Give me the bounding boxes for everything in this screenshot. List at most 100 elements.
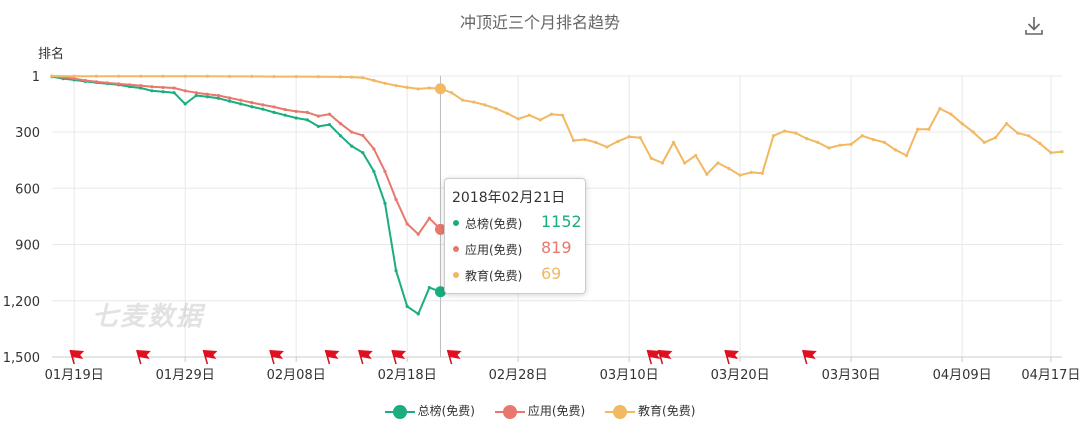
series-point-education [827,146,831,150]
series-point-total [139,86,143,90]
series-point-apps [150,85,154,89]
series-point-total [261,107,265,111]
tooltip-name-apps: 应用(免费) [465,243,523,257]
series-point-education [694,153,698,158]
series-point-total [316,124,320,129]
y-tick-label: 300 [15,126,40,141]
series-point-apps [94,80,98,84]
series-point-education [94,74,98,78]
legend-symbol-education [605,404,636,419]
hover-point-total [434,286,446,298]
series-point-education [494,107,498,111]
series-point-education [705,172,709,176]
series-point-apps [350,130,354,134]
event-flag-icon[interactable] [446,349,462,365]
series-point-total [161,90,165,94]
series-line-education [51,75,1063,177]
hover-point-apps [434,223,446,235]
series-point-education [516,117,520,121]
legend-label-apps: 应用(免费) [527,404,586,418]
series-point-education [960,122,964,126]
event-flag-icon[interactable] [646,349,662,365]
series-point-apps [394,197,398,202]
series-point-education [805,137,809,141]
series-point-education [949,112,953,116]
series-point-education [350,75,354,79]
series-point-education [361,76,365,80]
series-point-total [405,304,409,308]
series-point-apps [128,83,132,87]
series-point-education [560,113,565,117]
series-point-apps [338,122,343,126]
tooltip-date: 2018年02月21日 [452,190,566,206]
event-flag-icon[interactable] [324,349,340,365]
tooltip-value-apps: 819 [541,238,572,257]
series-point-education [1049,151,1053,155]
event-flag-icon[interactable] [269,349,284,365]
series-point-total [194,93,198,98]
x-tick-label: 01月29日 [156,368,215,383]
series-point-education [727,167,731,171]
series-point-education [616,139,620,144]
download-icon[interactable] [1022,14,1046,38]
series-point-total [416,312,420,316]
series-point-education [294,74,298,79]
event-flag-icon[interactable] [69,349,85,365]
series-point-education [993,136,998,140]
legend-item-total[interactable]: 总榜(免费) [384,402,475,419]
series-point-apps [72,77,76,81]
series-point-education [982,140,986,144]
series-point-apps [250,101,254,105]
series-point-apps [105,81,110,85]
series-point-education [1060,150,1064,154]
series-point-total [205,95,209,99]
series-point-total [239,102,243,106]
event-flag-icon[interactable] [358,349,373,365]
event-flag-icon[interactable] [391,349,407,365]
series-point-education [316,75,320,79]
legend-symbol-apps [494,404,525,419]
tooltip-row-total: 总榜(免费) 1152 [453,212,583,234]
series-point-education [250,74,254,78]
event-flag-icon[interactable] [802,349,817,365]
series-point-total [250,105,254,109]
series-point-apps [416,232,420,236]
series-point-education [139,74,143,78]
series-point-total [427,286,431,290]
series-point-education [427,86,431,90]
series-point-total [294,116,298,120]
series-point-total [150,89,154,93]
series-point-education [760,171,764,175]
y-tick-label: 1,500 [3,351,40,366]
series-point-apps [116,82,121,86]
series-point-total [183,102,187,106]
series-point-total [283,113,287,117]
series-point-total [272,110,276,114]
legend-item-education[interactable]: 教育(免费) [605,402,695,419]
series-point-apps [227,96,232,100]
series-point-education [782,129,787,133]
tooltip-value-total: 1152 [541,212,582,231]
series-point-education [860,134,864,138]
event-flag-icon[interactable] [657,349,673,365]
event-flag-icon[interactable] [724,349,740,365]
series-point-total [327,122,332,127]
series-point-education [1004,122,1009,126]
series-point-education [50,74,54,78]
series-point-education [183,74,187,78]
legend-item-apps[interactable]: 应用(免费) [494,402,586,419]
series-point-education [938,107,942,111]
series-point-apps [427,216,431,220]
event-flag-icon[interactable] [136,349,151,365]
series-point-education [627,135,631,139]
series-point-education [594,140,598,144]
series-point-education [405,85,409,90]
event-flag-icon[interactable] [202,349,218,365]
series-point-education [738,173,742,177]
x-tick-label: 03月20日 [711,368,770,383]
series-point-total [172,91,176,95]
series-point-apps [272,105,276,109]
series-point-education [416,87,420,91]
series-point-education [671,140,676,144]
series-point-education [971,130,975,134]
